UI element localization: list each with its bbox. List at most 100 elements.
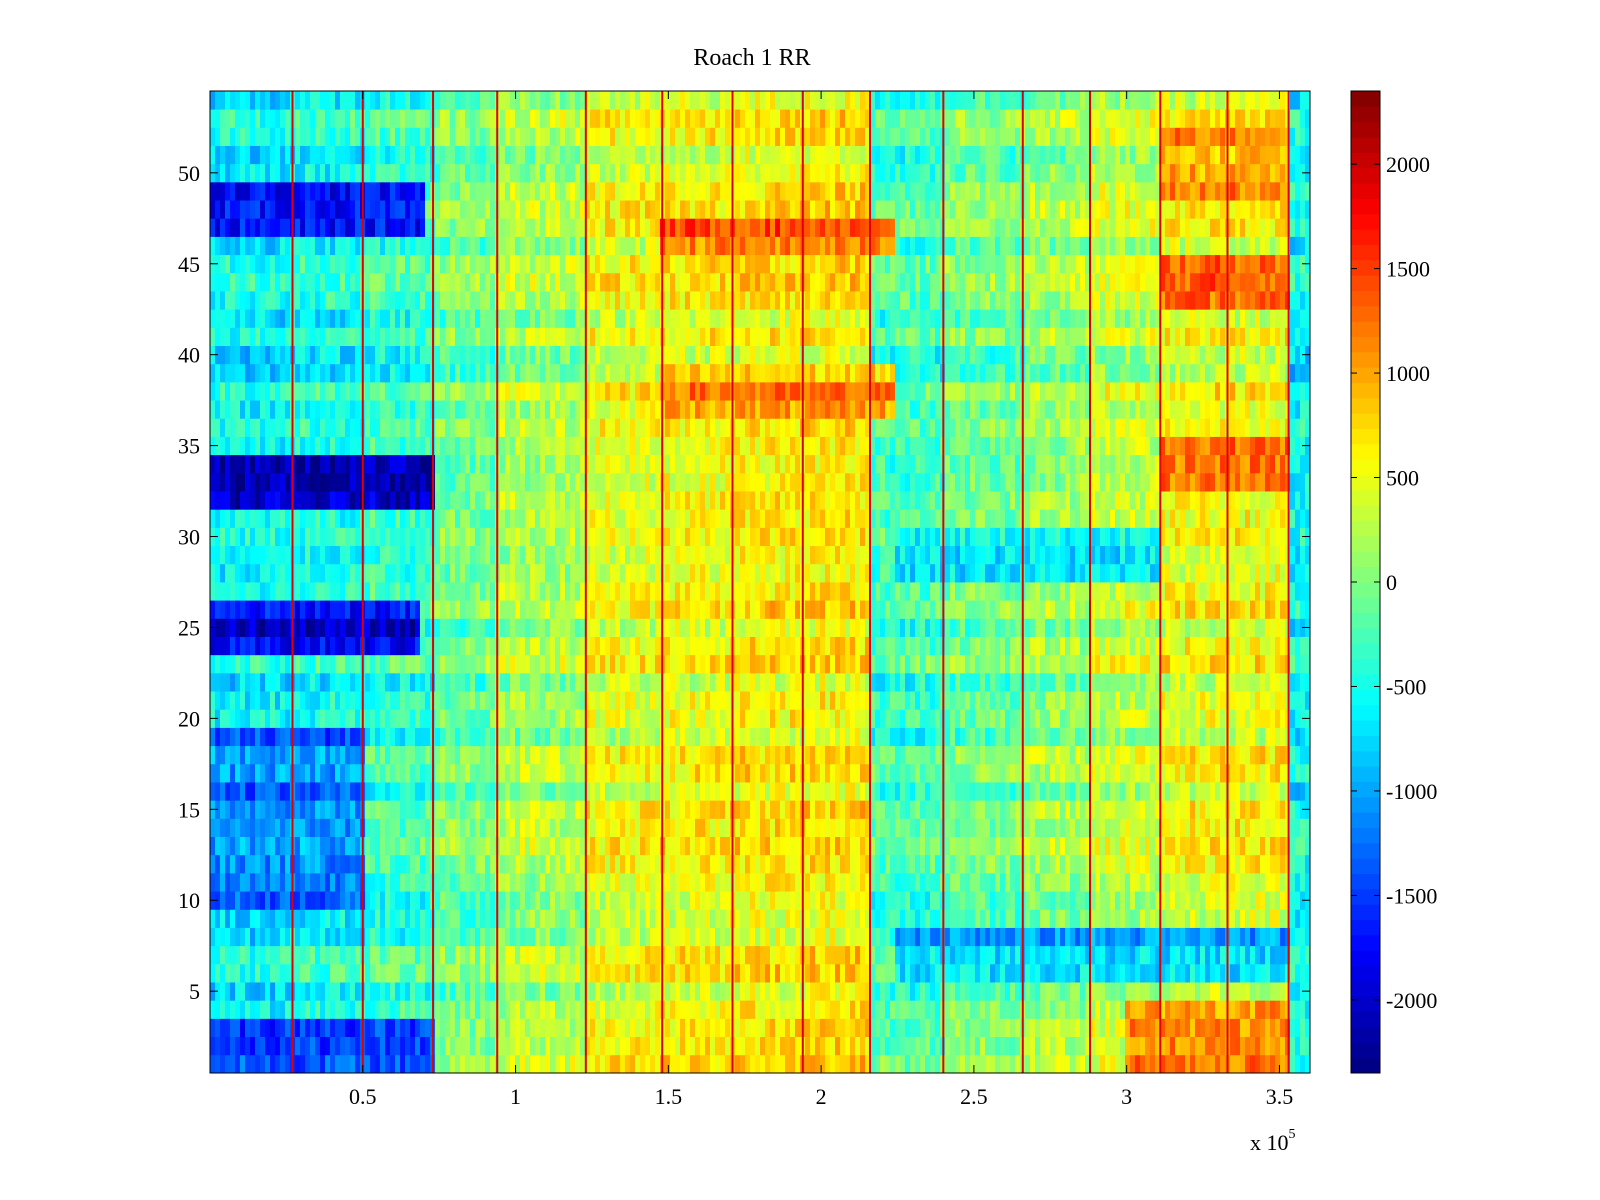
heatmap-cell: [315, 709, 321, 728]
heatmap-cell: [525, 1000, 531, 1019]
heatmap-cell: [585, 854, 591, 874]
heatmap-cell: [440, 1054, 446, 1074]
heatmap-cell: [970, 854, 976, 874]
heatmap-cell: [250, 800, 256, 819]
heatmap-cell: [735, 672, 741, 692]
heatmap-cell: [880, 1018, 886, 1038]
heatmap-cell: [510, 709, 516, 728]
heatmap-cell: [365, 800, 371, 819]
heatmap-cell: [1280, 672, 1286, 692]
heatmap-cell: [1040, 982, 1046, 1001]
heatmap-cell: [840, 945, 846, 965]
heatmap-cell: [250, 927, 256, 947]
heatmap-cell: [270, 654, 276, 674]
heatmap-cell: [1150, 745, 1156, 765]
heatmap-cell: [635, 1018, 641, 1038]
heatmap-cell: [1110, 800, 1116, 819]
heatmap-cell: [1145, 782, 1151, 801]
heatmap-cell: [1100, 691, 1106, 710]
heatmap-cell: [1065, 909, 1071, 928]
heatmap-cell: [985, 963, 991, 983]
heatmap-cell: [1235, 909, 1241, 928]
heatmap-cell: [580, 672, 586, 692]
heatmap-cell: [570, 1054, 576, 1074]
heatmap-cell: [1050, 727, 1056, 747]
heatmap-cell: [405, 782, 411, 801]
heatmap-cell: [735, 1036, 741, 1056]
heatmap-cell: [670, 672, 676, 692]
heatmap-cell: [1265, 836, 1271, 856]
heatmap-cell: [1130, 745, 1136, 765]
heatmap-cell: [1300, 672, 1306, 692]
heatmap-cell: [535, 727, 541, 747]
heatmap-cell: [765, 945, 771, 965]
heatmap-cell: [890, 782, 896, 801]
heatmap-cell: [260, 800, 266, 819]
heatmap-cell: [1095, 891, 1101, 910]
heatmap-cell: [895, 654, 901, 674]
heatmap-cell: [1010, 691, 1016, 710]
heatmap-cell: [235, 709, 241, 728]
heatmap-cell: [300, 891, 306, 910]
heatmap-cell: [470, 672, 476, 692]
heatmap-cell: [970, 727, 976, 747]
heatmap-cell: [820, 909, 826, 928]
heatmap-cell: [890, 963, 896, 983]
heatmap-cell: [535, 763, 541, 783]
heatmap-cell: [725, 800, 731, 819]
heatmap-cell: [275, 854, 281, 874]
heatmap-cell: [695, 1018, 701, 1038]
heatmap-cell: [1065, 800, 1071, 819]
heatmap-cell: [900, 909, 906, 928]
heatmap-cell: [365, 763, 371, 783]
heatmap-cell: [650, 945, 656, 965]
heatmap-cell: [1130, 763, 1136, 783]
heatmap-cell: [890, 1054, 896, 1074]
heatmap-cell: [1260, 872, 1266, 892]
heatmap-cell: [1085, 782, 1091, 801]
heatmap-cell: [625, 982, 631, 1001]
heatmap-cell: [675, 654, 681, 674]
heatmap-cell: [820, 745, 826, 765]
heatmap-cell: [895, 782, 901, 801]
heatmap-cell: [1040, 691, 1046, 710]
heatmap-cell: [810, 836, 816, 856]
heatmap-cell: [695, 745, 701, 765]
heatmap-cell: [665, 800, 671, 819]
heatmap-cell: [505, 800, 511, 819]
heatmap-cell: [995, 800, 1001, 819]
heatmap-cell: [1290, 963, 1296, 983]
heatmap-cell: [285, 745, 291, 765]
heatmap-cell: [1180, 727, 1186, 747]
heatmap-cell: [1290, 909, 1296, 928]
heatmap-cell: [1240, 872, 1246, 892]
heatmap-cell: [525, 909, 531, 928]
heatmap-cell: [555, 945, 561, 965]
heatmap-cell: [805, 763, 811, 783]
heatmap-cell: [695, 709, 701, 728]
heatmap-cell: [1050, 891, 1056, 910]
heatmap-cell: [945, 1036, 951, 1056]
heatmap-cell: [1195, 782, 1201, 801]
heatmap-cell: [1260, 1036, 1266, 1056]
heatmap-cell: [1160, 745, 1166, 765]
heatmap-cell: [1140, 909, 1146, 928]
heatmap-cell: [935, 909, 941, 928]
heatmap-cell: [440, 836, 446, 856]
heatmap-cell: [480, 963, 486, 983]
heatmap-cell: [895, 727, 901, 747]
heatmap-cell: [725, 818, 731, 837]
heatmap-cell: [860, 1000, 866, 1019]
heatmap-cell: [265, 982, 271, 1001]
heatmap-cell: [425, 1036, 431, 1056]
heatmap-cell: [1085, 818, 1091, 837]
heatmap-cell: [555, 909, 561, 928]
heatmap-cell: [985, 1036, 991, 1056]
heatmap-cell: [790, 1018, 796, 1038]
heatmap-cell: [935, 654, 941, 674]
heatmap-cell: [455, 691, 461, 710]
heatmap-cell: [1250, 909, 1256, 928]
heatmap-cell: [215, 909, 221, 928]
heatmap-cell: [855, 909, 861, 928]
heatmap-cell: [605, 1000, 611, 1019]
